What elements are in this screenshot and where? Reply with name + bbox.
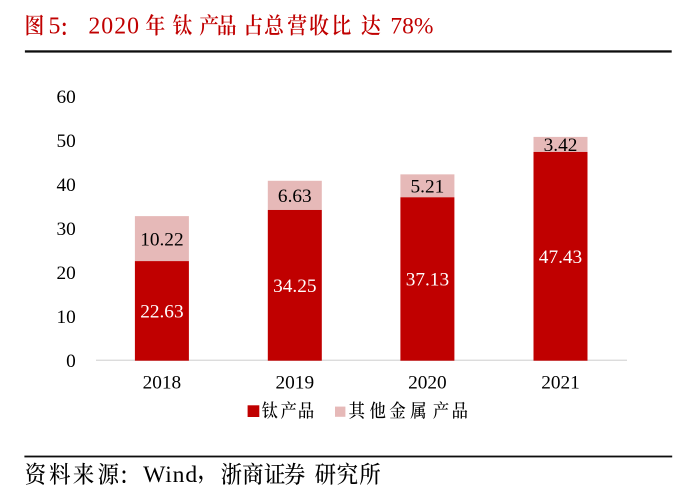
svg-text:47.43: 47.43 <box>539 247 582 268</box>
svg-text:30: 30 <box>57 219 76 240</box>
svg-text:10: 10 <box>57 307 76 328</box>
svg-text:78%: 78% <box>390 14 433 40</box>
svg-text:10.22: 10.22 <box>140 229 183 250</box>
svg-text:50: 50 <box>57 131 76 152</box>
svg-text:40: 40 <box>57 175 76 196</box>
svg-text:2019: 2019 <box>276 373 315 394</box>
svg-text:2020: 2020 <box>88 14 140 40</box>
svg-text:Wind: Wind <box>143 462 198 488</box>
svg-text:3.42: 3.42 <box>544 135 578 156</box>
svg-text:5.21: 5.21 <box>411 177 445 198</box>
svg-text:5: 5 <box>49 14 61 40</box>
svg-text:60: 60 <box>57 87 76 108</box>
svg-text:0: 0 <box>66 351 76 372</box>
svg-text:22.63: 22.63 <box>140 302 183 323</box>
svg-text:6.63: 6.63 <box>278 186 312 207</box>
svg-text:37.13: 37.13 <box>406 270 449 291</box>
svg-text:20: 20 <box>57 263 76 284</box>
svg-text:2021: 2021 <box>541 373 580 394</box>
svg-text:2020: 2020 <box>408 373 447 394</box>
svg-text:34.25: 34.25 <box>273 276 316 297</box>
svg-text:2018: 2018 <box>143 373 182 394</box>
